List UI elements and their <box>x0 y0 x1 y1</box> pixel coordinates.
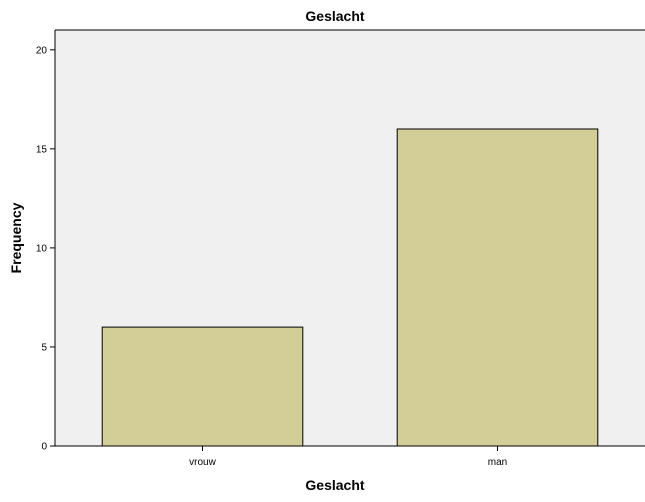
bar-vrouw <box>101 326 304 447</box>
y-tick-label: 20 <box>36 45 48 56</box>
x-tick-label: man <box>488 457 507 468</box>
bars-group <box>101 128 599 447</box>
bar-man <box>396 128 599 447</box>
x-axis-title: Geslacht <box>305 477 364 493</box>
chart-title: Geslacht <box>305 8 364 24</box>
y-axis-title: Frequency <box>8 202 24 273</box>
y-tick-label: 10 <box>36 243 48 254</box>
ticks-group: vrouw man 0 5 10 15 20 <box>36 45 507 468</box>
axes-group <box>54 29 645 447</box>
y-tick-label: 5 <box>41 342 47 353</box>
y-tick-label: 15 <box>36 144 48 155</box>
x-tick-label: vrouw <box>189 457 216 468</box>
y-tick-label: 0 <box>41 442 47 453</box>
